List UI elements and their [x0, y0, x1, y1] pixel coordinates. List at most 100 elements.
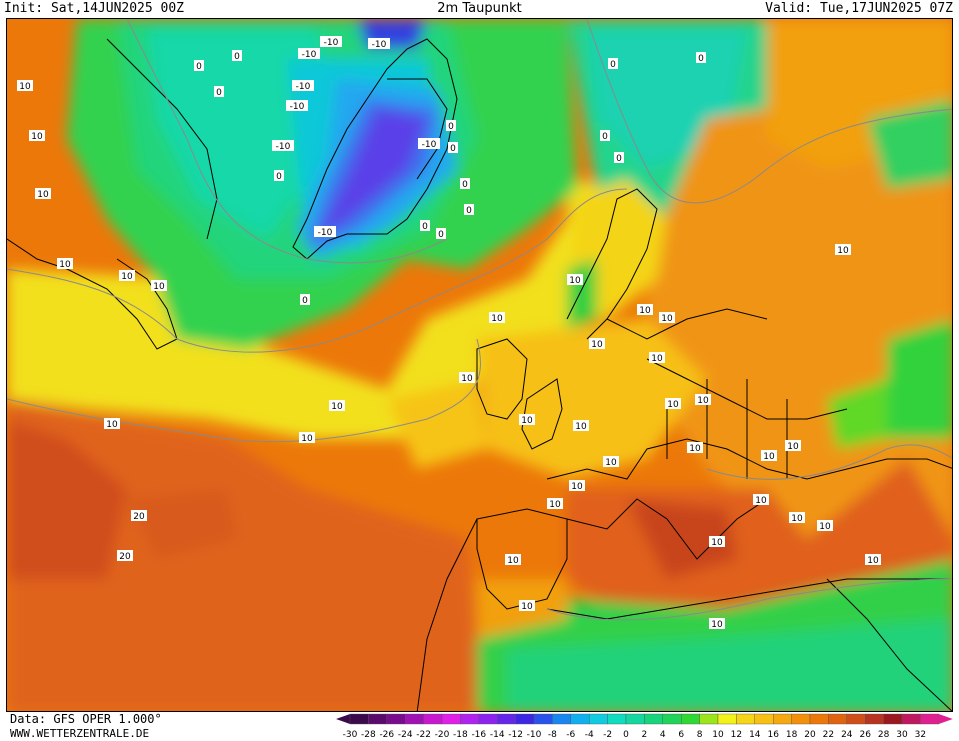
svg-text:20: 20 [119, 552, 131, 562]
svg-text:10: 10 [697, 396, 709, 406]
svg-text:0: 0 [448, 122, 454, 132]
svg-text:10: 10 [331, 402, 343, 412]
svg-text:0: 0 [438, 230, 444, 240]
contour-label: 10 [835, 244, 851, 256]
scale-tick-label: -6 [566, 730, 575, 740]
contour-label: 0 [448, 142, 458, 154]
svg-text:0: 0 [276, 172, 282, 182]
scale-swatch [773, 713, 792, 725]
site-url: WWW.WETTERZENTRALE.DE [10, 727, 150, 740]
svg-text:10: 10 [711, 620, 723, 630]
svg-text:10: 10 [521, 602, 533, 612]
scale-swatch [570, 713, 590, 725]
svg-text:10: 10 [651, 354, 663, 364]
map-canvas: 10 10 10 10 10 10 10 10 10 20 20 -10 -10 -10 -10 -10 -10… [7, 19, 952, 711]
contour-label: 0 [232, 50, 242, 62]
contour-label: 10 [785, 440, 801, 452]
svg-text:10: 10 [763, 452, 775, 462]
scale-tick-label: 20 [804, 730, 816, 740]
svg-text:0: 0 [234, 52, 240, 62]
svg-text:10: 10 [837, 246, 849, 256]
map-title: 2m Taupunkt [437, 1, 522, 16]
contour-label: 10 [817, 520, 833, 532]
contour-label: 0 [194, 60, 204, 72]
coastlines [7, 38, 952, 711]
scale-tick-label: -20 [435, 730, 450, 740]
contour-label: 10 [709, 618, 725, 630]
scale-swatch [460, 713, 480, 725]
scale-swatch [368, 713, 388, 725]
footer-bar: Data: GFS OPER 1.000° WWW.WETTERZENTRALE… [0, 712, 959, 741]
svg-text:0: 0 [462, 180, 468, 190]
scale-swatch [644, 713, 663, 725]
scale-swatch [349, 713, 369, 725]
contour-label: 10 [695, 394, 711, 406]
contour-label: 20 [131, 510, 147, 522]
scale-tick-label: 24 [841, 730, 853, 740]
scale-swatch [791, 713, 811, 725]
scale-tick-label: -4 [585, 730, 594, 740]
contour-label: -10 [320, 36, 342, 48]
scale-tick-label: 30 [896, 730, 908, 740]
svg-text:0: 0 [610, 60, 616, 70]
contour-label: 10 [104, 418, 120, 430]
scale-swatch [625, 713, 645, 725]
scale-tick-label: -14 [490, 730, 505, 740]
scale-tick-label: 14 [749, 730, 761, 740]
svg-text:0: 0 [450, 144, 456, 154]
contour-label: -10 [314, 226, 336, 238]
contour-label: 10 [649, 352, 665, 364]
svg-text:10: 10 [106, 420, 118, 430]
contour-label: 20 [117, 550, 133, 562]
scale-swatch [809, 713, 829, 725]
contour-label: 10 [865, 554, 881, 566]
svg-text:10: 10 [571, 482, 583, 492]
svg-text:10: 10 [605, 458, 617, 468]
contour-label: 0 [600, 130, 610, 142]
scale-swatch [736, 713, 755, 725]
scale-swatch [533, 713, 553, 725]
svg-text:10: 10 [569, 276, 581, 286]
svg-text:10: 10 [661, 314, 673, 324]
contour-label: 10 [329, 400, 345, 412]
contour-label: 0 [436, 228, 446, 240]
svg-text:10: 10 [121, 272, 133, 282]
contour-label: 10 [519, 600, 535, 612]
contour-label: -10 [272, 140, 294, 152]
dewpoint-field [7, 19, 952, 711]
svg-text:10: 10 [819, 522, 831, 532]
svg-text:0: 0 [196, 62, 202, 72]
contour-label: 10 [547, 498, 563, 510]
contour-label: 10 [505, 554, 521, 566]
scale-tick-label: 32 [915, 730, 926, 740]
contour-label: 0 [696, 52, 706, 64]
contour-label: -10 [286, 100, 308, 112]
svg-text:0: 0 [422, 222, 428, 232]
svg-text:-10: -10 [276, 142, 291, 152]
svg-text:10: 10 [667, 400, 679, 410]
svg-text:0: 0 [302, 296, 308, 306]
contour-label: 0 [608, 58, 618, 70]
contour-label: 10 [17, 80, 33, 92]
scale-tick-label: 26 [859, 730, 871, 740]
contour-label: 10 [459, 372, 475, 384]
contour-label: 10 [35, 188, 51, 200]
scale-swatch [386, 713, 406, 725]
scale-swatch [441, 713, 461, 725]
scale-swatch [423, 713, 443, 725]
scale-tick-label: 18 [786, 730, 798, 740]
scale-tick-label: -18 [453, 730, 468, 740]
scale-tick-label: 6 [678, 730, 684, 740]
contour-label-layer: 10 10 10 10 10 10 10 10 10 20 20 -10 -10 -10 -10 -10 -10… [17, 36, 881, 630]
scale-tick-label: -16 [471, 730, 486, 740]
svg-text:10: 10 [639, 306, 651, 316]
scale-tick-label: -10 [527, 730, 542, 740]
svg-text:-10: -10 [302, 50, 317, 60]
dewpoint-map: 10 10 10 10 10 10 10 10 10 20 20 -10 -10 -10 -10 -10 -10… [6, 18, 953, 712]
contour-label: 10 [709, 536, 725, 548]
contour-label: 10 [29, 130, 45, 142]
svg-text:20: 20 [133, 512, 145, 522]
scale-tick-label: 8 [697, 730, 703, 740]
contour-label: 10 [57, 258, 73, 270]
contour-label: 10 [567, 274, 583, 286]
